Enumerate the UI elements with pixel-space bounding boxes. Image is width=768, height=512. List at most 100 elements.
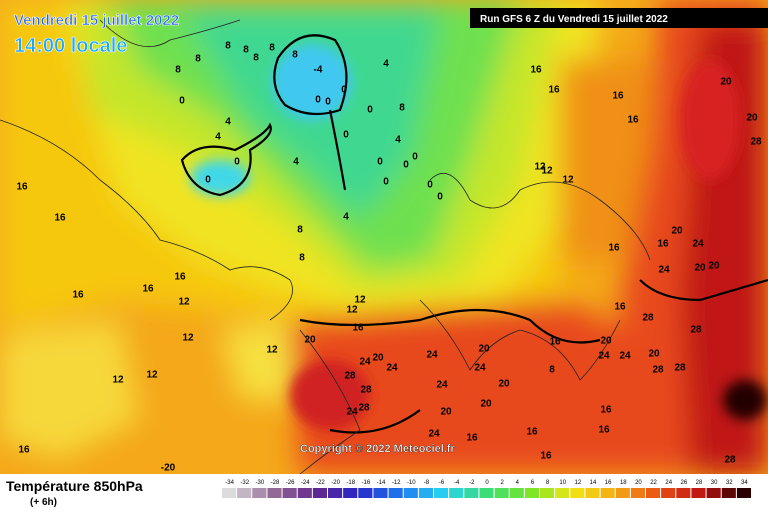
scale-swatch xyxy=(646,488,661,498)
contour-label: 16 xyxy=(657,239,669,250)
contour-label: 0 xyxy=(412,152,418,163)
forecast-step: (+ 6h) xyxy=(30,497,57,508)
contour-label: 28 xyxy=(652,365,664,376)
scale-label: 32 xyxy=(726,480,733,486)
contour-label: 20 xyxy=(694,263,706,274)
contour-label: 12 xyxy=(562,175,574,186)
scale-swatch xyxy=(721,488,736,498)
scale-label: -16 xyxy=(362,480,371,486)
scale-label: -30 xyxy=(256,480,265,486)
run-info: Run GFS 6 Z du Vendredi 15 juillet 2022 xyxy=(480,14,668,25)
scale-label: -2 xyxy=(469,480,475,486)
contour-label: 20 xyxy=(671,226,683,237)
contour-label: 12 xyxy=(182,333,194,344)
contour-label: 28 xyxy=(642,313,654,324)
scale-label: -22 xyxy=(316,480,325,486)
contour-label: 12 xyxy=(266,345,278,356)
date: Vendredi 15 juillet 2022 xyxy=(14,12,179,29)
scale-swatch xyxy=(312,488,327,498)
scale-label: -28 xyxy=(271,480,280,486)
scale-swatch xyxy=(706,488,721,498)
contour-label: 16 xyxy=(526,427,538,438)
scale-label: 14 xyxy=(590,480,597,486)
contour-label: 8 xyxy=(292,50,298,61)
contour-label: 0 xyxy=(234,157,240,168)
contour-label: 28 xyxy=(360,385,372,396)
contour-label: 4 xyxy=(225,117,231,128)
contour-label: 12 xyxy=(346,305,358,316)
contour-label: 16 xyxy=(548,85,560,96)
contour-label: 0 xyxy=(427,180,433,191)
contour-label: 20 xyxy=(498,379,510,390)
coastlines xyxy=(0,19,651,475)
legend-title: Température 850hPa xyxy=(6,478,143,494)
scale-label: -18 xyxy=(346,480,355,486)
contour-label: 0 xyxy=(325,97,331,108)
contour-label: 16 xyxy=(549,337,561,348)
contour-label: 12 xyxy=(534,162,546,173)
contour-label: 16 xyxy=(174,272,186,283)
scale-label: 24 xyxy=(665,480,672,486)
contour-label: 16 xyxy=(16,182,28,193)
scale-label: -14 xyxy=(377,480,386,486)
scale-label: -10 xyxy=(407,480,416,486)
scale-swatch xyxy=(540,488,555,498)
scale-swatch xyxy=(373,488,388,498)
contour-label: 20 xyxy=(720,77,732,88)
contour-label: 16 xyxy=(530,65,542,76)
scale-swatch xyxy=(464,488,479,498)
scale-label: 34 xyxy=(741,480,748,486)
scale-swatch xyxy=(388,488,403,498)
scale-swatch xyxy=(328,488,343,498)
contour-label: 0 xyxy=(205,175,211,186)
scale-label: 10 xyxy=(559,480,566,486)
scale-swatch xyxy=(600,488,615,498)
contour-label: 8 xyxy=(299,253,305,264)
contour-label: 8 xyxy=(269,43,275,54)
contour-label: 8 xyxy=(253,53,259,64)
contour-label: 8 xyxy=(549,365,555,376)
scale-label: -4 xyxy=(454,480,460,486)
scale-label: -20 xyxy=(331,480,340,486)
scale-label: 28 xyxy=(696,480,703,486)
contour-label: 16 xyxy=(54,213,66,224)
contour-label: 12 xyxy=(178,297,190,308)
contour-label: 0 xyxy=(403,160,409,171)
contour-label: 20 xyxy=(648,349,660,360)
contour-label: 4 xyxy=(383,59,389,70)
scale-label: -6 xyxy=(439,480,445,486)
scale-swatch xyxy=(403,488,418,498)
contour-label: 24 xyxy=(386,363,398,374)
scale-label: -12 xyxy=(392,480,401,486)
contour-label: 20 xyxy=(440,407,452,418)
scale-swatch xyxy=(630,488,645,498)
contours xyxy=(180,34,768,434)
scale-label: 6 xyxy=(531,480,535,486)
scale-label: -24 xyxy=(301,480,310,486)
color-scale: -34 -32 -30 -28 -26 -24 -22 -20 -18 -16 -14 -12 -10-… xyxy=(222,480,751,498)
contour-label: 28 xyxy=(690,325,702,336)
contour-label: 24 xyxy=(658,265,670,276)
contour-label: 28 xyxy=(750,137,762,148)
contour-label: 0 xyxy=(179,96,185,107)
contour-label: 24 xyxy=(359,357,371,368)
contour-label: 24 xyxy=(346,407,358,418)
scale-label: 2 xyxy=(500,480,504,486)
contour-label: 0 xyxy=(377,157,383,168)
scale-swatch xyxy=(691,488,706,498)
contour-label: 16 xyxy=(614,302,626,313)
contour-label: 16 xyxy=(608,243,620,254)
contour-label: 24 xyxy=(474,363,486,374)
scale-swatch xyxy=(509,488,524,498)
scale-label: 26 xyxy=(681,480,688,486)
scale-swatch xyxy=(570,488,585,498)
scale-label: 18 xyxy=(620,480,627,486)
scale-label: -34 xyxy=(225,480,234,486)
temperature-field xyxy=(0,0,768,474)
scale-swatch xyxy=(267,488,282,498)
scale-label: 12 xyxy=(575,480,582,486)
scale-label: 4 xyxy=(516,480,520,486)
contour-label: -4 xyxy=(314,65,323,76)
contour-label: 8 xyxy=(195,54,201,65)
